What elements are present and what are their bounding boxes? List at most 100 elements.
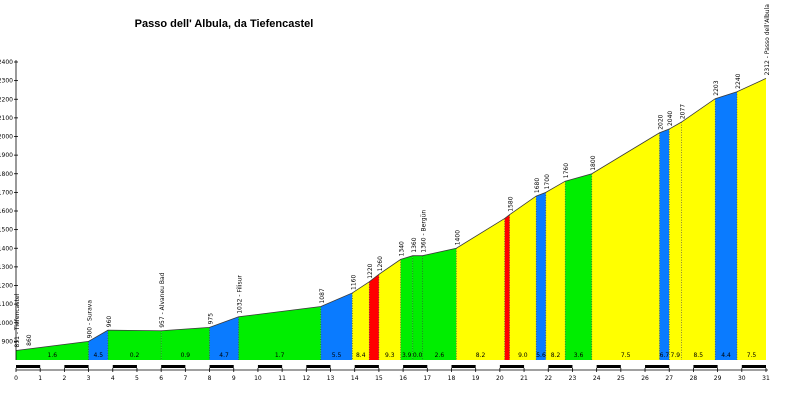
elevation-label: 975 xyxy=(208,313,215,325)
gradient-label: 4.5 xyxy=(93,352,103,359)
segment-3-green xyxy=(107,330,162,360)
x-tick-label: 26 xyxy=(641,375,649,382)
y-tick-label: 1400 xyxy=(0,245,13,252)
road-segment xyxy=(645,365,670,368)
elevation-label: 1087 xyxy=(319,288,326,303)
elevation-label: 1800 xyxy=(590,155,597,170)
segment-14-yellow xyxy=(456,218,505,360)
y-tick-label: 1000 xyxy=(0,320,13,327)
elevation-label: 957 - Alvaneu Bad xyxy=(159,272,166,327)
road-segment xyxy=(451,365,476,368)
segment-20-yellow xyxy=(591,132,660,360)
x-tick-label: 3 xyxy=(87,375,91,382)
elevation-label: 1260 xyxy=(377,256,384,271)
gradient-label: 3.9 xyxy=(402,352,412,359)
elevation-label: 1680 xyxy=(534,178,541,193)
gradient-label: 1.7 xyxy=(275,352,285,359)
segment-15-red xyxy=(504,214,510,360)
elevation-label: 2077 xyxy=(679,104,686,119)
y-tick-label: 900 xyxy=(2,338,14,345)
segment-21-blue xyxy=(659,129,670,360)
x-tick-label: 7 xyxy=(183,375,187,382)
x-tick-label: 14 xyxy=(351,375,359,382)
gradient-label: 0.2 xyxy=(130,352,140,359)
segment-2-blue xyxy=(88,330,108,360)
gradient-label: 1.6 xyxy=(48,352,58,359)
elevation-label: 1360 xyxy=(411,237,418,252)
gradient-label: 7.5 xyxy=(747,352,757,359)
gradient-label: 5.5 xyxy=(332,352,342,359)
x-tick-label: 30 xyxy=(738,375,746,382)
elevation-label: 1160 xyxy=(350,274,357,289)
y-tick-label: 1100 xyxy=(0,301,13,308)
gradient-label: 8.2 xyxy=(476,352,486,359)
x-tick-label: 16 xyxy=(399,375,407,382)
gradient-label: 6.7 xyxy=(660,352,670,359)
gradient-label: 3.6 xyxy=(574,352,584,359)
elevation-label: 860 xyxy=(26,334,33,346)
y-tick-label: 2200 xyxy=(0,96,13,103)
segment-10-yellow xyxy=(378,259,401,360)
x-tick-label: 23 xyxy=(569,375,577,382)
road-segment xyxy=(741,365,766,368)
road-segment xyxy=(354,365,379,368)
x-tick-label: 10 xyxy=(254,375,262,382)
x-tick-label: 19 xyxy=(472,375,480,382)
x-tick-label: 4 xyxy=(111,375,115,382)
y-tick-label: 1700 xyxy=(0,189,13,196)
elevation-label: 1400 xyxy=(454,230,461,245)
y-tick-label: 2300 xyxy=(0,78,13,85)
gradient-label: 8.4 xyxy=(356,352,366,359)
segment-5-blue xyxy=(209,316,239,360)
gradient-labels: 1.6 4.5 0.2 0.9 4.7 1.7 5.5 8.4 9.3 3.9 0.0 2.6 8.2 9… xyxy=(48,352,757,359)
x-tick-label: 8 xyxy=(208,375,212,382)
gradient-label: 0.9 xyxy=(181,352,191,359)
road-segment xyxy=(64,365,89,368)
y-tick-label: 1300 xyxy=(0,264,13,271)
x-tick-label: 28 xyxy=(690,375,698,382)
x-tick-label: 22 xyxy=(544,375,552,382)
segment-13-green xyxy=(422,248,457,360)
elevation-label: 1032 - Filisur xyxy=(237,275,244,314)
x-tick-label: 2 xyxy=(62,375,66,382)
road-segment xyxy=(112,365,137,368)
segment-16-yellow xyxy=(509,196,537,360)
elevation-label: 851 - Tiefencastel xyxy=(14,293,21,347)
elevation-label: 1760 xyxy=(563,163,570,178)
segment-12-green xyxy=(412,255,423,360)
x-tick-label: 31 xyxy=(762,375,770,382)
elevation-label: 2240 xyxy=(735,73,742,88)
segment-6-green xyxy=(238,306,321,360)
x-tick-label: 0 xyxy=(14,375,18,382)
gradient-label: 9.0 xyxy=(518,352,528,359)
segment-11-green xyxy=(400,255,413,360)
elevation-label: 2040 xyxy=(667,111,674,126)
y-tick-label: 2100 xyxy=(0,115,13,122)
road-segment xyxy=(499,365,525,368)
y-tick-label: 1800 xyxy=(0,171,13,178)
road-segment xyxy=(548,365,573,368)
segment-7-blue xyxy=(320,292,353,360)
gradient-label: 7.5 xyxy=(621,352,631,359)
y-tick-label: 1200 xyxy=(0,283,13,290)
segment-25-yellow xyxy=(736,78,766,360)
gradient-label: 2.6 xyxy=(435,352,445,359)
x-tick-label: 11 xyxy=(278,375,286,382)
elevation-label: 2020 xyxy=(658,114,665,129)
road-segment xyxy=(161,365,186,368)
gradient-label: 0.0 xyxy=(413,352,423,359)
x-tick-label: 9 xyxy=(232,375,236,382)
elevation-point-labels: 851 - Tiefencastel 860 900 - Surava 960 957 … xyxy=(14,4,771,348)
elevation-label: 2312 - Passo dell'Albula xyxy=(764,4,771,76)
elevation-label: 900 - Surava xyxy=(87,300,94,339)
x-tick-label: 24 xyxy=(593,375,601,382)
segment-19-green xyxy=(565,173,592,360)
profile-outline xyxy=(15,78,767,351)
road-segment xyxy=(596,365,621,368)
segment-4-green xyxy=(161,327,210,360)
elevation-label: 1700 xyxy=(544,174,551,189)
road-segment xyxy=(257,365,283,368)
elevation-label: 1220 xyxy=(367,263,374,278)
x-tick-label: 15 xyxy=(375,375,383,382)
